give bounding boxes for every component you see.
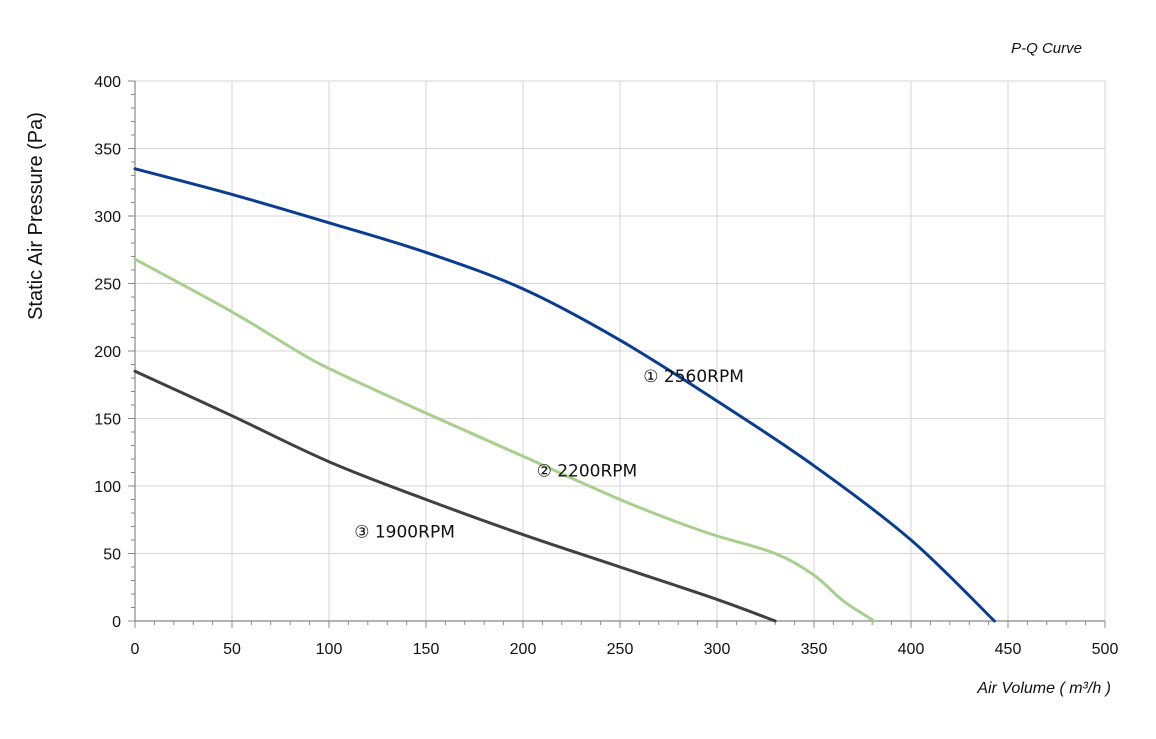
x-tick-label: 500: [1092, 641, 1119, 658]
series-label: ① 2560RPM: [643, 367, 744, 387]
x-tick-label: 200: [510, 641, 537, 658]
y-axis-label: Static Air Pressure (Pa): [25, 112, 47, 320]
series-labels: ① 2560RPM ② 2200RPM ③ 1900RPM: [354, 367, 744, 542]
grid: [135, 80, 1106, 621]
x-tick-label: 450: [995, 641, 1022, 658]
x-tick-label: 350: [801, 641, 828, 658]
y-tick-label: 350: [94, 142, 121, 159]
y-tick-label: 100: [94, 479, 121, 496]
axes: [134, 81, 1105, 622]
series-label: ② 2200RPM: [537, 462, 638, 482]
x-tick-label: 50: [223, 641, 241, 658]
y-tick-label: 400: [94, 74, 121, 91]
chart-title: P-Q Curve: [1011, 40, 1082, 57]
x-tick-labels: 0 50 100 150 200 250 300 350 400 450 500: [131, 641, 1119, 658]
y-tick-label: 200: [94, 344, 121, 361]
minor-ticks: [128, 80, 1106, 628]
y-tick-label: 50: [103, 547, 121, 564]
y-tick-labels: 0 50 100 150 200 250 300 350 400: [94, 74, 121, 631]
y-tick-label: 150: [94, 412, 121, 429]
series-label: ③ 1900RPM: [354, 522, 455, 542]
x-tick-label: 150: [413, 641, 440, 658]
x-tick-label: 250: [607, 641, 634, 658]
curve-1900rpm: [133, 369, 777, 623]
curve-2200rpm: [133, 257, 876, 623]
x-tick-label: 300: [704, 641, 731, 658]
y-tick-label: 0: [112, 614, 121, 631]
series-layer: [133, 167, 996, 623]
curve-2560rpm: [133, 167, 996, 623]
y-tick-label: 250: [94, 277, 121, 294]
x-tick-label: 0: [131, 641, 140, 658]
y-tick-label: 300: [94, 209, 121, 226]
x-axis-label: Air Volume ( m³/h ): [976, 680, 1111, 697]
x-tick-label: 100: [316, 641, 343, 658]
x-tick-label: 400: [898, 641, 925, 658]
